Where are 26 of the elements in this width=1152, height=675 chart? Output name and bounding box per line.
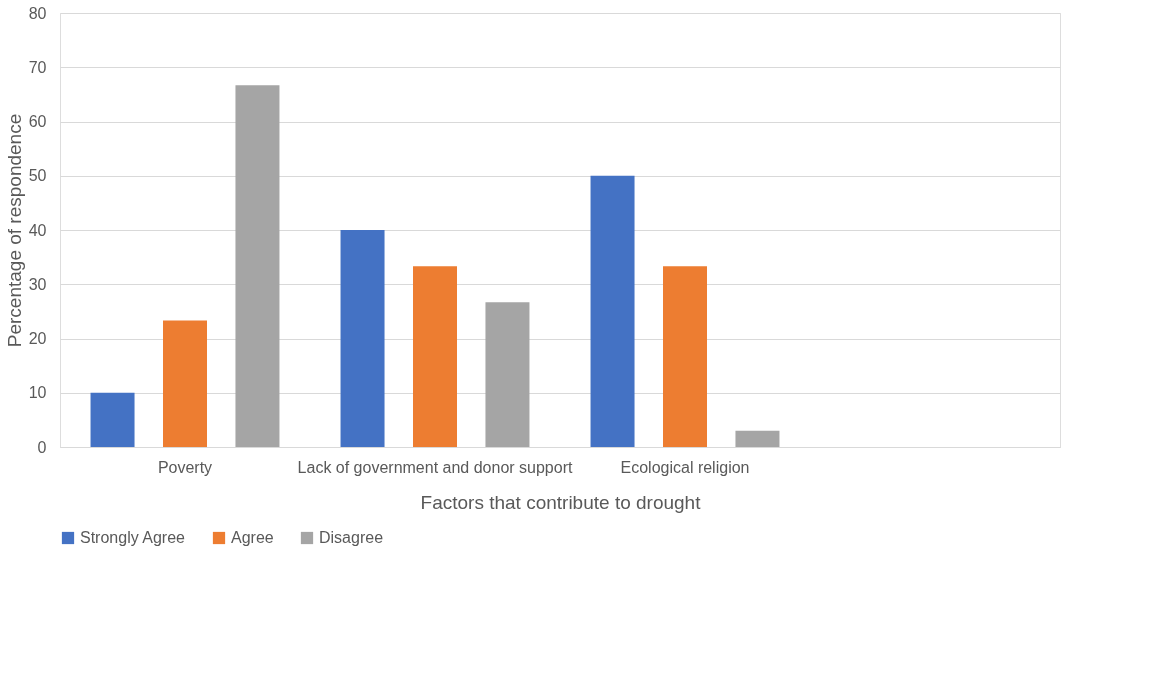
y-tick-label: 30: [28, 275, 47, 293]
legend-label: Disagree: [319, 529, 384, 546]
x-tick-label: Lack of government and donor support: [297, 458, 573, 476]
bar: [413, 266, 457, 447]
bar: [163, 320, 207, 447]
bar: [235, 85, 280, 447]
bar: [340, 230, 385, 447]
x-axis-title: Factors that contribute to drought: [420, 491, 702, 513]
y-tick-label: 10: [28, 384, 47, 402]
y-tick-label: 40: [28, 221, 47, 239]
y-tick-label: 50: [28, 167, 47, 185]
x-tick-label: Poverty: [157, 458, 213, 476]
x-tick-label: Ecological religion: [620, 458, 750, 476]
y-axis-title: Percentage of respondence: [3, 113, 25, 348]
y-tick-label: 70: [28, 58, 47, 76]
y-tick-label: 0: [37, 438, 47, 456]
legend-label: Strongly Agree: [80, 529, 186, 546]
y-tick-label: 20: [28, 330, 47, 347]
bar: [735, 430, 780, 447]
y-tick-label: 60: [28, 113, 47, 130]
bar: [90, 392, 135, 447]
bar: [590, 175, 635, 447]
y-tick-label: 80: [28, 4, 47, 22]
legend-label: Agree: [231, 529, 274, 546]
bar: [485, 302, 530, 447]
bar: [663, 266, 707, 447]
